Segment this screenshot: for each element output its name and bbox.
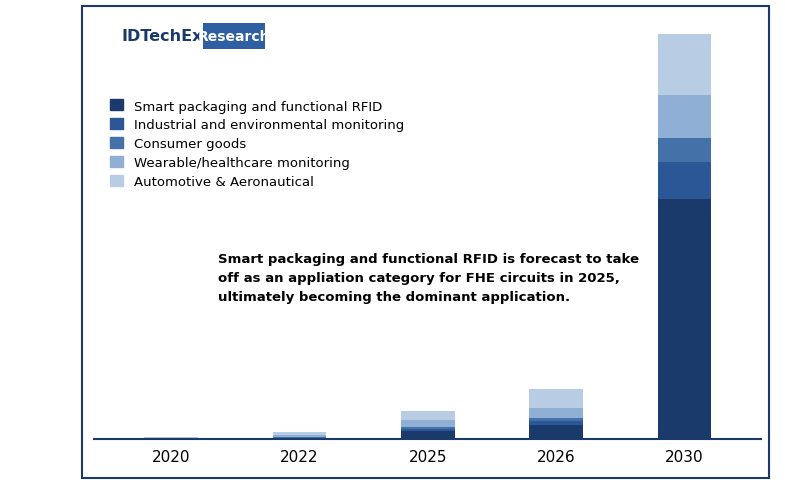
Bar [401,411,455,421]
Bar [529,408,583,418]
Bar [272,435,327,437]
Legend: Smart packaging and functional RFID, Industrial and environmental monitoring, Co: Smart packaging and functional RFID, Ind… [108,98,407,192]
Bar [401,427,455,429]
Bar [401,421,455,427]
Bar [529,389,583,408]
Text: IDTechEx: IDTechEx [122,29,203,44]
Bar [529,425,583,439]
Bar [529,418,583,421]
Bar [658,200,711,439]
Bar [401,429,455,431]
Bar [658,139,711,163]
Bar [658,163,711,200]
Bar [658,96,711,139]
Bar [529,421,583,425]
Bar [272,432,327,435]
Bar [401,431,455,439]
Bar [272,437,327,438]
Text: Smart packaging and functional RFID is forecast to take
off as an appliation cat: Smart packaging and functional RFID is f… [217,252,639,304]
Bar [144,438,198,439]
Bar [144,437,198,438]
FancyBboxPatch shape [203,24,265,50]
Text: Research: Research [198,30,270,44]
Bar [658,35,711,96]
Bar [272,438,327,439]
